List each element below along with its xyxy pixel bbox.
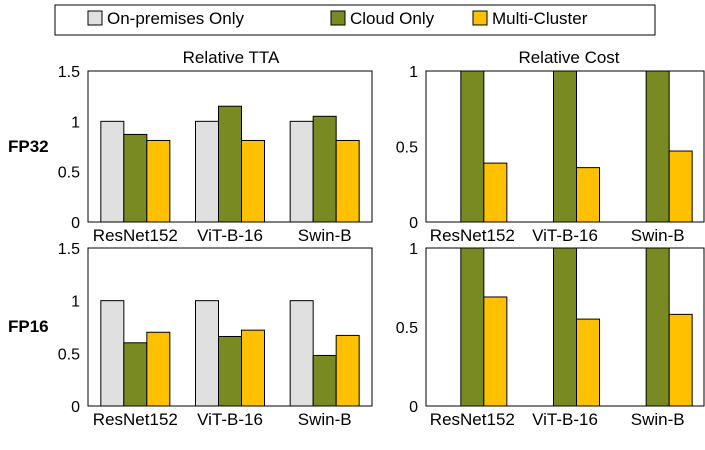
bar-cost-fp16-vit-b-16-multi-cluster <box>576 318 600 407</box>
y-tick-label-tta-fp16-3: 1.5 <box>58 241 80 258</box>
y-tick-label-cost-fp32-0: 0 <box>409 215 418 232</box>
y-tick-label-tta-fp32-1: 0.5 <box>58 165 80 182</box>
row-label-fp16: FP16 <box>8 317 49 336</box>
panel-tta-fp32: 0 0.5 1 1.5 ResNet152 ViT-B-16 Swin-B <box>58 64 373 245</box>
legend-label-cloud: Cloud Only <box>350 9 435 28</box>
x-category-label-cost-fp16-vit-b-16: ViT-B-16 <box>532 410 598 429</box>
legend-swatch-multi-cluster <box>472 10 488 26</box>
x-category-label-cost-fp16-resnet152: ResNet152 <box>430 410 515 429</box>
x-category-label-cost-fp32-vit-b-16: ViT-B-16 <box>532 226 598 245</box>
y-tick-label-cost-fp16-0: 0 <box>409 399 418 416</box>
panel-tta-fp16: 0 0.5 1 1.5 ResNet152 ViT-B-16 Swin-B <box>58 241 373 429</box>
x-category-label-cost-fp32-swin-b: Swin-B <box>631 226 685 245</box>
bar-tta-fp32-vit-b-16-multi-cluster <box>241 139 265 223</box>
x-category-label-cost-fp32-resnet152: ResNet152 <box>430 226 515 245</box>
bar-tta-fp16-swin-b-cloud <box>312 354 337 407</box>
bar-tta-fp32-swin-b-on-premises <box>289 120 314 223</box>
bar-tta-fp32-vit-b-16-on-premises <box>195 120 219 223</box>
bar-cost-fp16-swin-b-multi-cluster <box>668 313 693 407</box>
title-relative-cost: Relative Cost <box>518 48 619 67</box>
x-category-label-tta-fp16-vit-b-16: ViT-B-16 <box>197 410 263 429</box>
panel-cost-fp16: 0 0.5 1 ResNet152 ViT-B-16 Swin-B <box>396 241 705 429</box>
bar-tta-fp16-swin-b-on-premises <box>289 300 314 407</box>
legend-swatch-cloud <box>330 10 346 26</box>
bar-cost-fp16-vit-b-16-cloud <box>553 247 577 407</box>
bar-cost-fp32-vit-b-16-cloud <box>553 70 577 223</box>
y-tick-label-cost-fp32-1: 0.5 <box>396 140 418 157</box>
x-category-label-tta-fp16-swin-b: Swin-B <box>298 410 352 429</box>
y-tick-label-tta-fp16-2: 1 <box>71 294 80 311</box>
bar-tta-fp32-resnet152-on-premises <box>100 120 125 223</box>
bar-tta-fp32-resnet152-multi-cluster <box>146 139 171 223</box>
y-tick-label-cost-fp16-1: 0.5 <box>396 320 418 337</box>
legend: On-premises Only Cloud Only Multi-Cluste… <box>54 4 656 36</box>
bar-cost-fp16-resnet152-multi-cluster <box>483 296 508 407</box>
bar-tta-fp16-resnet152-cloud <box>123 342 148 407</box>
y-tick-label-tta-fp32-3: 1.5 <box>58 64 80 81</box>
bar-tta-fp32-vit-b-16-cloud <box>218 105 242 223</box>
legend-label-multi-cluster: Multi-Cluster <box>492 9 588 28</box>
row-label-fp32: FP32 <box>8 137 49 156</box>
bar-cost-fp32-swin-b-cloud <box>645 70 670 223</box>
x-category-label-tta-fp32-vit-b-16: ViT-B-16 <box>197 226 263 245</box>
x-category-label-cost-fp16-swin-b: Swin-B <box>631 410 685 429</box>
panel-cost-fp32: 0 0.5 1 ResNet152 ViT-B-16 Swin-B <box>396 64 705 245</box>
y-tick-label-cost-fp32-2: 1 <box>409 64 418 81</box>
bar-tta-fp32-resnet152-cloud <box>123 133 148 223</box>
y-tick-label-tta-fp32-2: 1 <box>71 114 80 131</box>
legend-swatch-on-premises <box>87 10 103 26</box>
y-tick-label-cost-fp16-2: 1 <box>409 241 418 258</box>
y-tick-label-tta-fp16-1: 0.5 <box>58 346 80 363</box>
bar-tta-fp32-swin-b-cloud <box>312 115 337 223</box>
bar-tta-fp16-resnet152-multi-cluster <box>146 331 171 407</box>
y-tick-label-tta-fp32-0: 0 <box>71 215 80 232</box>
bar-tta-fp32-swin-b-multi-cluster <box>335 139 360 223</box>
y-tick-label-tta-fp16-0: 0 <box>71 399 80 416</box>
bar-cost-fp32-resnet152-multi-cluster <box>483 162 508 223</box>
x-category-label-tta-fp32-resnet152: ResNet152 <box>93 226 178 245</box>
bar-cost-fp16-resnet152-cloud <box>460 247 485 407</box>
title-relative-tta: Relative TTA <box>183 48 280 67</box>
bar-tta-fp16-vit-b-16-cloud <box>218 335 242 407</box>
legend-frame <box>54 4 656 36</box>
bar-tta-fp16-vit-b-16-multi-cluster <box>241 329 265 407</box>
x-category-label-tta-fp16-resnet152: ResNet152 <box>93 410 178 429</box>
bar-cost-fp16-swin-b-cloud <box>645 247 670 407</box>
bar-cost-fp32-swin-b-multi-cluster <box>668 150 693 223</box>
legend-label-on-premises: On-premises Only <box>107 9 244 28</box>
bar-cost-fp32-vit-b-16-multi-cluster <box>576 167 600 223</box>
x-category-label-tta-fp32-swin-b: Swin-B <box>298 226 352 245</box>
bar-tta-fp16-resnet152-on-premises <box>100 300 125 407</box>
bar-tta-fp16-vit-b-16-on-premises <box>195 300 219 407</box>
bar-tta-fp16-swin-b-multi-cluster <box>335 334 360 407</box>
bar-cost-fp32-resnet152-cloud <box>460 70 485 223</box>
